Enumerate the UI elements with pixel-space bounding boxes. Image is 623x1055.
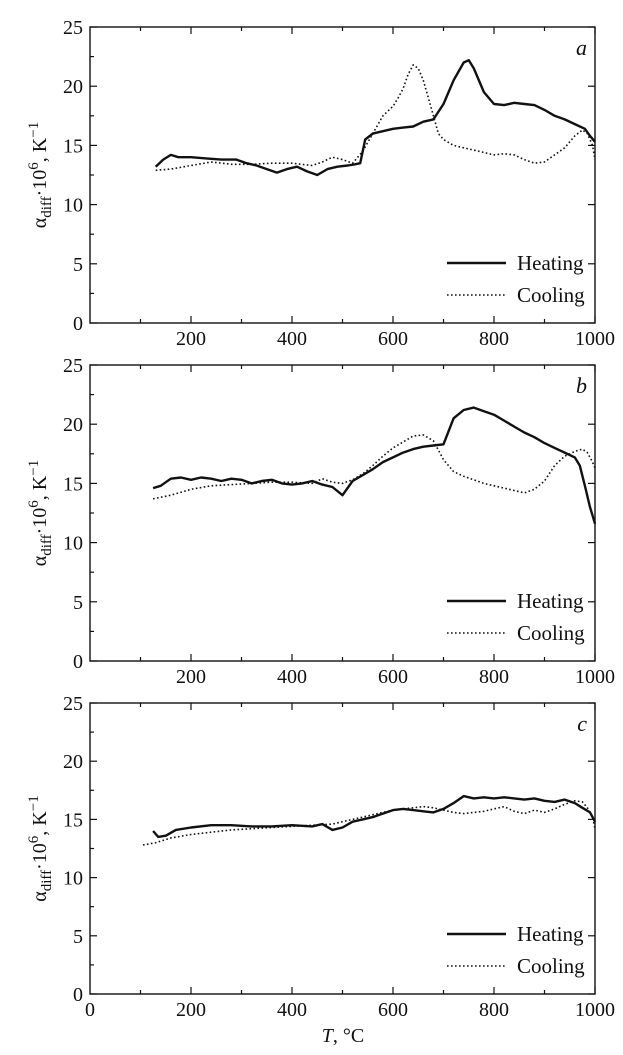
y-tick-label: 10 [63,868,83,890]
x-tick-label: 1000 [575,999,615,1021]
panel-label: a [576,35,587,60]
legend-label-cooling: Cooling [517,954,585,978]
x-tick-label: 800 [479,666,509,688]
series-line-heating [152,406,597,525]
y-tick-label: 25 [63,355,83,377]
y-axis-label: αdiff·106, K−1 [26,460,55,566]
x-tick-label: 400 [277,999,307,1021]
legend-label-cooling: Cooling [517,283,585,307]
x-tick-label: 600 [378,666,408,688]
y-tick-label: 20 [63,76,83,98]
y-tick-label: 0 [73,651,83,673]
legend-label-cooling: Cooling [517,621,585,645]
series-line-cooling [152,434,596,500]
y-axis-label: αdiff·106, K−1 [26,122,55,228]
plot-frame [89,702,596,995]
x-tick-label: 400 [277,328,307,350]
y-tick-label: 5 [73,254,83,276]
panel-label: b [576,373,587,398]
series-line-cooling [155,64,596,172]
legend-label-heating: Heating [517,251,584,275]
y-tick-label: 15 [63,135,83,157]
x-tick-label: 200 [176,328,206,350]
series-line-heating [152,794,597,839]
chart-panel-c: 0 5 10 15 20 25 0 200 400 600 800 1000 c Heating Cooli… [26,693,615,1047]
x-tick-label: 1000 [575,328,615,350]
legend-label-heating: Heating [517,589,584,613]
x-tick-label: 200 [176,666,206,688]
x-tick-label: 0 [85,999,95,1021]
y-tick-label: 15 [63,809,83,831]
x-tick-label: 600 [378,328,408,350]
plot-frame [89,364,596,662]
y-tick-label: 10 [63,533,83,555]
series-line-cooling [142,799,596,846]
legend-label-heating: Heating [517,922,584,946]
y-tick-label: 0 [73,313,83,335]
x-tick-label: 800 [479,999,509,1021]
y-tick-label: 0 [73,984,83,1006]
y-tick-label: 15 [63,473,83,495]
y-tick-label: 20 [63,751,83,773]
plot-frame [89,26,596,324]
series-line-heating [154,59,596,177]
x-axis-label: T, °C [322,1025,364,1047]
x-tick-label: 600 [378,999,408,1021]
y-tick-label: 25 [63,17,83,39]
x-tick-label: 400 [277,666,307,688]
x-tick-label: 800 [479,328,509,350]
y-tick-label: 5 [73,592,83,614]
panel-label: c [577,711,587,736]
y-tick-label: 20 [63,414,83,436]
x-tick-label: 1000 [575,666,615,688]
y-tick-label: 10 [63,195,83,217]
y-tick-label: 5 [73,926,83,948]
x-tick-label: 200 [176,999,206,1021]
chart-panel-b: 0 5 10 15 20 25 200 400 600 800 1000 b Heating Coolin… [26,355,615,688]
chart-panel-a: 0 5 10 15 20 25 200 400 600 800 1000 a Heating Coolin… [26,17,615,350]
y-tick-label: 25 [63,693,83,715]
y-axis-label: αdiff·106, K−1 [26,795,55,901]
